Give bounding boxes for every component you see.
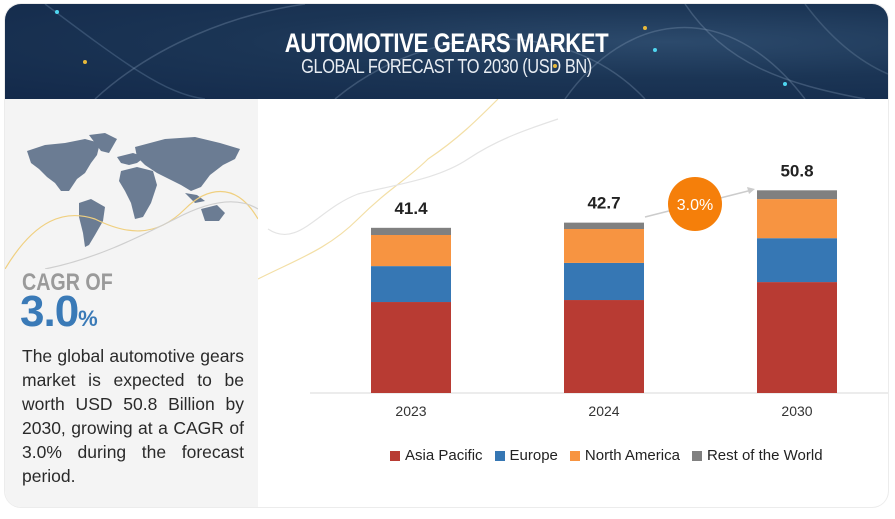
chart-area: 41.4 2023 42.7 2024 50.8 2030 3.0% xyxy=(257,98,888,507)
legend-item-asia-pacific: Asia Pacific xyxy=(390,447,483,464)
legend-label: Europe xyxy=(509,447,558,464)
legend-swatch-rest-of-world xyxy=(691,450,702,461)
legend-item-north-america: North America xyxy=(569,447,680,464)
stacked-bar-chart: 41.4 2023 42.7 2024 50.8 2030 3.0% xyxy=(257,98,888,419)
chart-title: AUTOMOTIVE GEARS MARKET xyxy=(284,28,609,58)
infographic-card: AUTOMOTIVE GEARS MARKET GLOBAL FORECAST … xyxy=(5,4,888,507)
header-banner: AUTOMOTIVE GEARS MARKET GLOBAL FORECAST … xyxy=(5,4,888,99)
legend-label: North America xyxy=(584,447,680,464)
total-label-2024: 42.7 xyxy=(587,194,620,213)
cagr-bubble-label: 3.0% xyxy=(677,197,713,214)
chart-subtitle: GLOBAL FORECAST TO 2030 (USD BN) xyxy=(301,56,592,78)
legend-swatch-north-america xyxy=(569,450,580,461)
cagr-number: 3.0 xyxy=(20,287,79,336)
total-label-2030: 50.8 xyxy=(780,161,813,180)
decorative-curve xyxy=(267,118,559,235)
cagr-value: 3.0% xyxy=(20,287,98,337)
legend-label: Rest of the World xyxy=(706,447,823,464)
bar-segment-europe-2030 xyxy=(757,238,837,283)
bar-segment-north-america-2030 xyxy=(757,199,837,239)
x-tick-label-2030: 2030 xyxy=(781,403,812,419)
legend-swatch-europe xyxy=(494,450,505,461)
total-label-2023: 41.4 xyxy=(394,199,428,218)
legend-label: Asia Pacific xyxy=(405,447,483,464)
legend-swatch-asia-pacific xyxy=(390,450,400,461)
bar-segment-rest-of-the-world-2030 xyxy=(757,190,837,200)
summary-panel: CAGR OF 3.0% The global automotive gears… xyxy=(5,99,258,507)
cagr-unit: % xyxy=(78,306,98,331)
bar-segment-asia-pacific-2030 xyxy=(757,282,837,393)
x-tick-label-2024: 2024 xyxy=(588,403,619,419)
x-tick-label-2023: 2023 xyxy=(395,403,426,419)
header-decoration xyxy=(44,4,888,99)
bar-segment-rest-of-the-world-2024 xyxy=(564,222,644,230)
decorative-curve xyxy=(257,98,499,280)
bar-segment-europe-2024 xyxy=(564,262,644,301)
bar-segment-asia-pacific-2023 xyxy=(371,302,451,393)
cagr-bubble xyxy=(668,177,722,231)
bar-segment-europe-2023 xyxy=(371,266,451,303)
cagr-label: CAGR OF xyxy=(22,269,113,296)
legend-item-rest-of-world: Rest of the World xyxy=(691,447,823,464)
bar-segment-asia-pacific-2024 xyxy=(564,300,644,393)
bar-segment-north-america-2023 xyxy=(371,234,451,267)
market-description: The global automotive gears market is ex… xyxy=(22,346,244,486)
cagr-arrow-head xyxy=(747,187,755,194)
chart-legend: Asia Pacific Europe North America Rest o… xyxy=(390,447,823,464)
bar-segment-rest-of-the-world-2023 xyxy=(371,227,451,235)
legend-item-europe: Europe xyxy=(494,447,558,464)
world-map-icon xyxy=(5,133,258,269)
bar-segment-north-america-2024 xyxy=(564,229,644,263)
